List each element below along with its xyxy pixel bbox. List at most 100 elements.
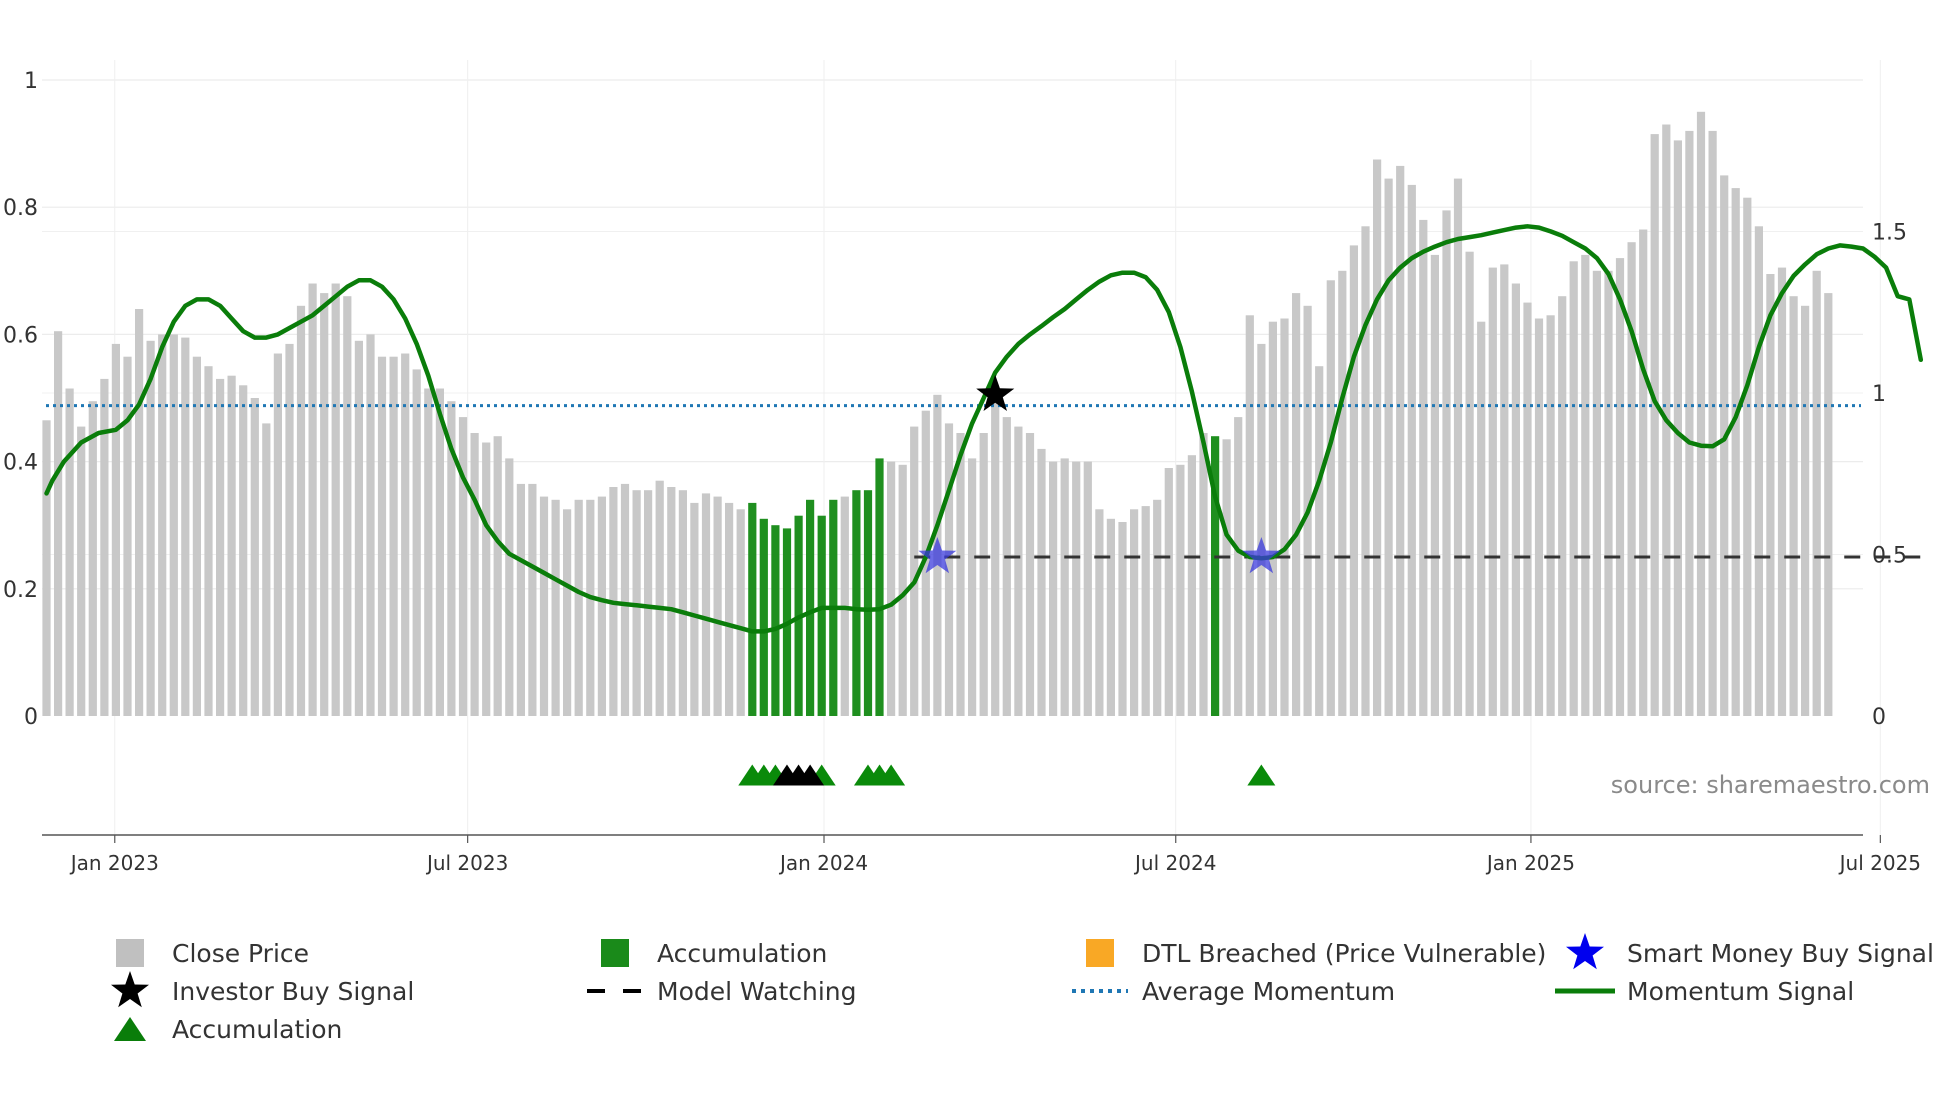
right-tick-label: 0	[1872, 705, 1886, 730]
price-bar	[1222, 439, 1231, 716]
legend-swatch	[1086, 939, 1114, 967]
price-bar	[1025, 433, 1035, 716]
price-bar	[979, 433, 988, 716]
right-tick-label: 0.5	[1872, 544, 1907, 569]
legend-item: Accumulation	[114, 1015, 342, 1044]
accumulation-bar	[863, 490, 873, 716]
left-tick-label: 1	[24, 69, 38, 94]
price-bar	[1801, 305, 1810, 716]
price-bar	[1534, 318, 1544, 716]
price-bar	[1176, 464, 1185, 716]
price-bar	[1187, 455, 1196, 716]
price-bar	[1407, 184, 1416, 716]
price-bar	[482, 442, 491, 716]
price-bar	[1766, 274, 1775, 716]
x-tick-label: Jan 2024	[778, 851, 868, 875]
legend-item: Investor Buy Signal	[111, 971, 414, 1008]
x-tick-label: Jul 2025	[1838, 851, 1921, 875]
price-bars	[42, 111, 1833, 717]
price-bar	[1477, 321, 1486, 716]
legend-label: Momentum Signal	[1627, 977, 1854, 1006]
price-bar	[1488, 267, 1497, 716]
price-bar	[181, 337, 190, 716]
price-bar	[1141, 506, 1150, 716]
price-bar	[586, 499, 595, 716]
price-bar	[1581, 254, 1590, 716]
price-bar	[77, 426, 86, 716]
price-bar	[273, 353, 282, 716]
price-bar	[1615, 258, 1625, 716]
right-tick-label: 1.5	[1872, 221, 1907, 246]
price-bar	[169, 334, 178, 716]
price-bar	[551, 499, 560, 716]
price-bar	[458, 417, 468, 716]
price-bar	[354, 340, 363, 716]
price-bar	[1280, 318, 1289, 716]
price-bar	[54, 331, 63, 716]
legend: Close Price Accumulation DTL Breached (Pri…	[111, 933, 1934, 1044]
price-bar	[1731, 188, 1740, 717]
price-bar	[597, 496, 606, 716]
left-tick-label: 0.8	[3, 196, 38, 221]
price-bar	[1234, 417, 1243, 716]
price-bar	[1639, 229, 1648, 716]
price-bar	[1060, 458, 1069, 716]
price-bar	[1396, 165, 1405, 716]
momentum-signal-line	[44, 224, 1924, 634]
price-bar	[1789, 296, 1798, 716]
price-bar	[146, 340, 155, 716]
accumulation-bar	[748, 502, 757, 716]
price-bar	[1777, 267, 1787, 716]
price-bar	[1326, 280, 1335, 716]
smart-money-buy-star	[1242, 537, 1281, 574]
accumulation-triangle	[877, 764, 906, 786]
price-bar	[1118, 522, 1127, 716]
legend-swatch	[116, 939, 144, 967]
price-bar	[1014, 426, 1023, 716]
price-bar	[1685, 130, 1694, 716]
legend-item: Average Momentum	[1072, 977, 1395, 1006]
x-tick-label: Jan 2025	[1485, 851, 1575, 875]
price-bar	[1349, 245, 1358, 716]
price-bar	[1164, 468, 1173, 716]
price-bar	[1442, 210, 1451, 716]
price-bar	[447, 401, 456, 716]
price-bar	[1257, 343, 1266, 716]
price-bar	[1500, 264, 1509, 716]
price-bar	[563, 509, 572, 716]
price-bar	[1743, 197, 1752, 716]
price-bar	[1720, 175, 1729, 716]
price-bar	[1511, 283, 1520, 716]
price-bar	[1083, 461, 1092, 716]
price-bar	[204, 366, 213, 716]
price-bar	[377, 356, 387, 716]
price-bar	[389, 356, 398, 716]
price-bar	[366, 334, 375, 716]
left-tick-label: 0.6	[3, 323, 38, 348]
price-bar	[1049, 461, 1058, 716]
price-bar	[1696, 111, 1706, 717]
price-bar	[216, 378, 225, 716]
price-bar	[1106, 518, 1115, 716]
price-bar	[1338, 270, 1347, 716]
price-bar	[135, 309, 144, 716]
price-bar	[412, 369, 421, 716]
price-bar	[1650, 134, 1659, 717]
legend-triangle-icon	[114, 1017, 146, 1041]
price-bar	[1153, 499, 1162, 716]
legend-star-icon	[1566, 933, 1604, 970]
accumulation-bar	[875, 458, 884, 716]
price-bar	[1546, 315, 1555, 716]
legend-star-icon	[111, 971, 149, 1008]
price-bar	[1604, 270, 1613, 716]
price-bar	[1361, 226, 1370, 717]
price-bar	[285, 343, 294, 716]
price-bar	[1315, 366, 1324, 716]
price-bar	[725, 502, 734, 716]
smart-money-buy-star	[918, 537, 957, 574]
legend-label: Average Momentum	[1142, 977, 1395, 1006]
price-bar	[1569, 261, 1578, 716]
x-tick-label: Jul 2024	[1133, 851, 1216, 875]
price-bar	[1465, 251, 1474, 716]
